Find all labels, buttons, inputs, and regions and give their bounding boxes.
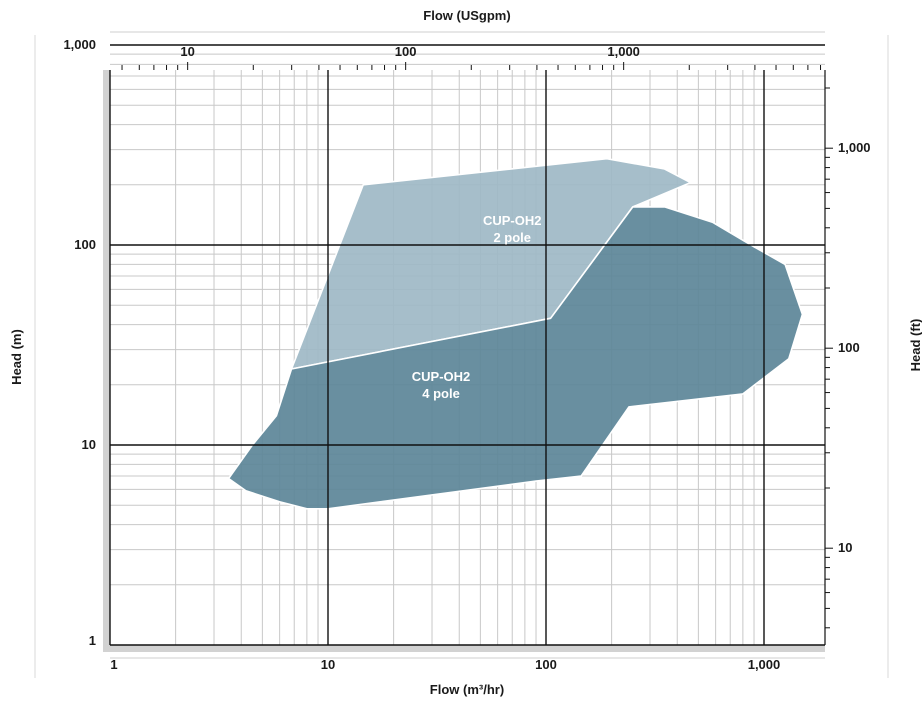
left-axis-title: Head (m) (9, 329, 24, 385)
bottom-tick-label: 1 (110, 657, 117, 672)
top-tick-label: 10 (180, 44, 194, 59)
left-axis-band (103, 70, 110, 652)
left-tick-label: 1,000 (63, 37, 96, 52)
series-label-2-line2: 4 pole (422, 386, 460, 401)
bottom-tick-label: 1,000 (748, 657, 781, 672)
left-tick-label: 100 (74, 237, 96, 252)
bottom-tick-label: 100 (535, 657, 557, 672)
series-area-2 (227, 206, 804, 510)
series-label-1-line2: 2 pole (493, 230, 531, 245)
bottom-axis-band (103, 645, 825, 652)
series-label-1-line1: CUP-OH2 (483, 213, 542, 228)
top-tick-label: 100 (395, 44, 417, 59)
series-label-2-line1: CUP-OH2 (412, 369, 471, 384)
right-tick-label: 10 (838, 540, 852, 555)
bottom-axis-title: Flow (m³/hr) (430, 682, 504, 697)
left-tick-label: 10 (82, 437, 96, 452)
top-tick-label: 1,000 (607, 44, 640, 59)
top-axis-title: Flow (USgpm) (423, 8, 510, 23)
left-tick-label: 1 (89, 633, 96, 648)
right-tick-label: 100 (838, 340, 860, 355)
bottom-tick-label: 10 (321, 657, 335, 672)
right-axis-title: Head (ft) (908, 319, 922, 372)
right-tick-label: 1,000 (838, 140, 871, 155)
